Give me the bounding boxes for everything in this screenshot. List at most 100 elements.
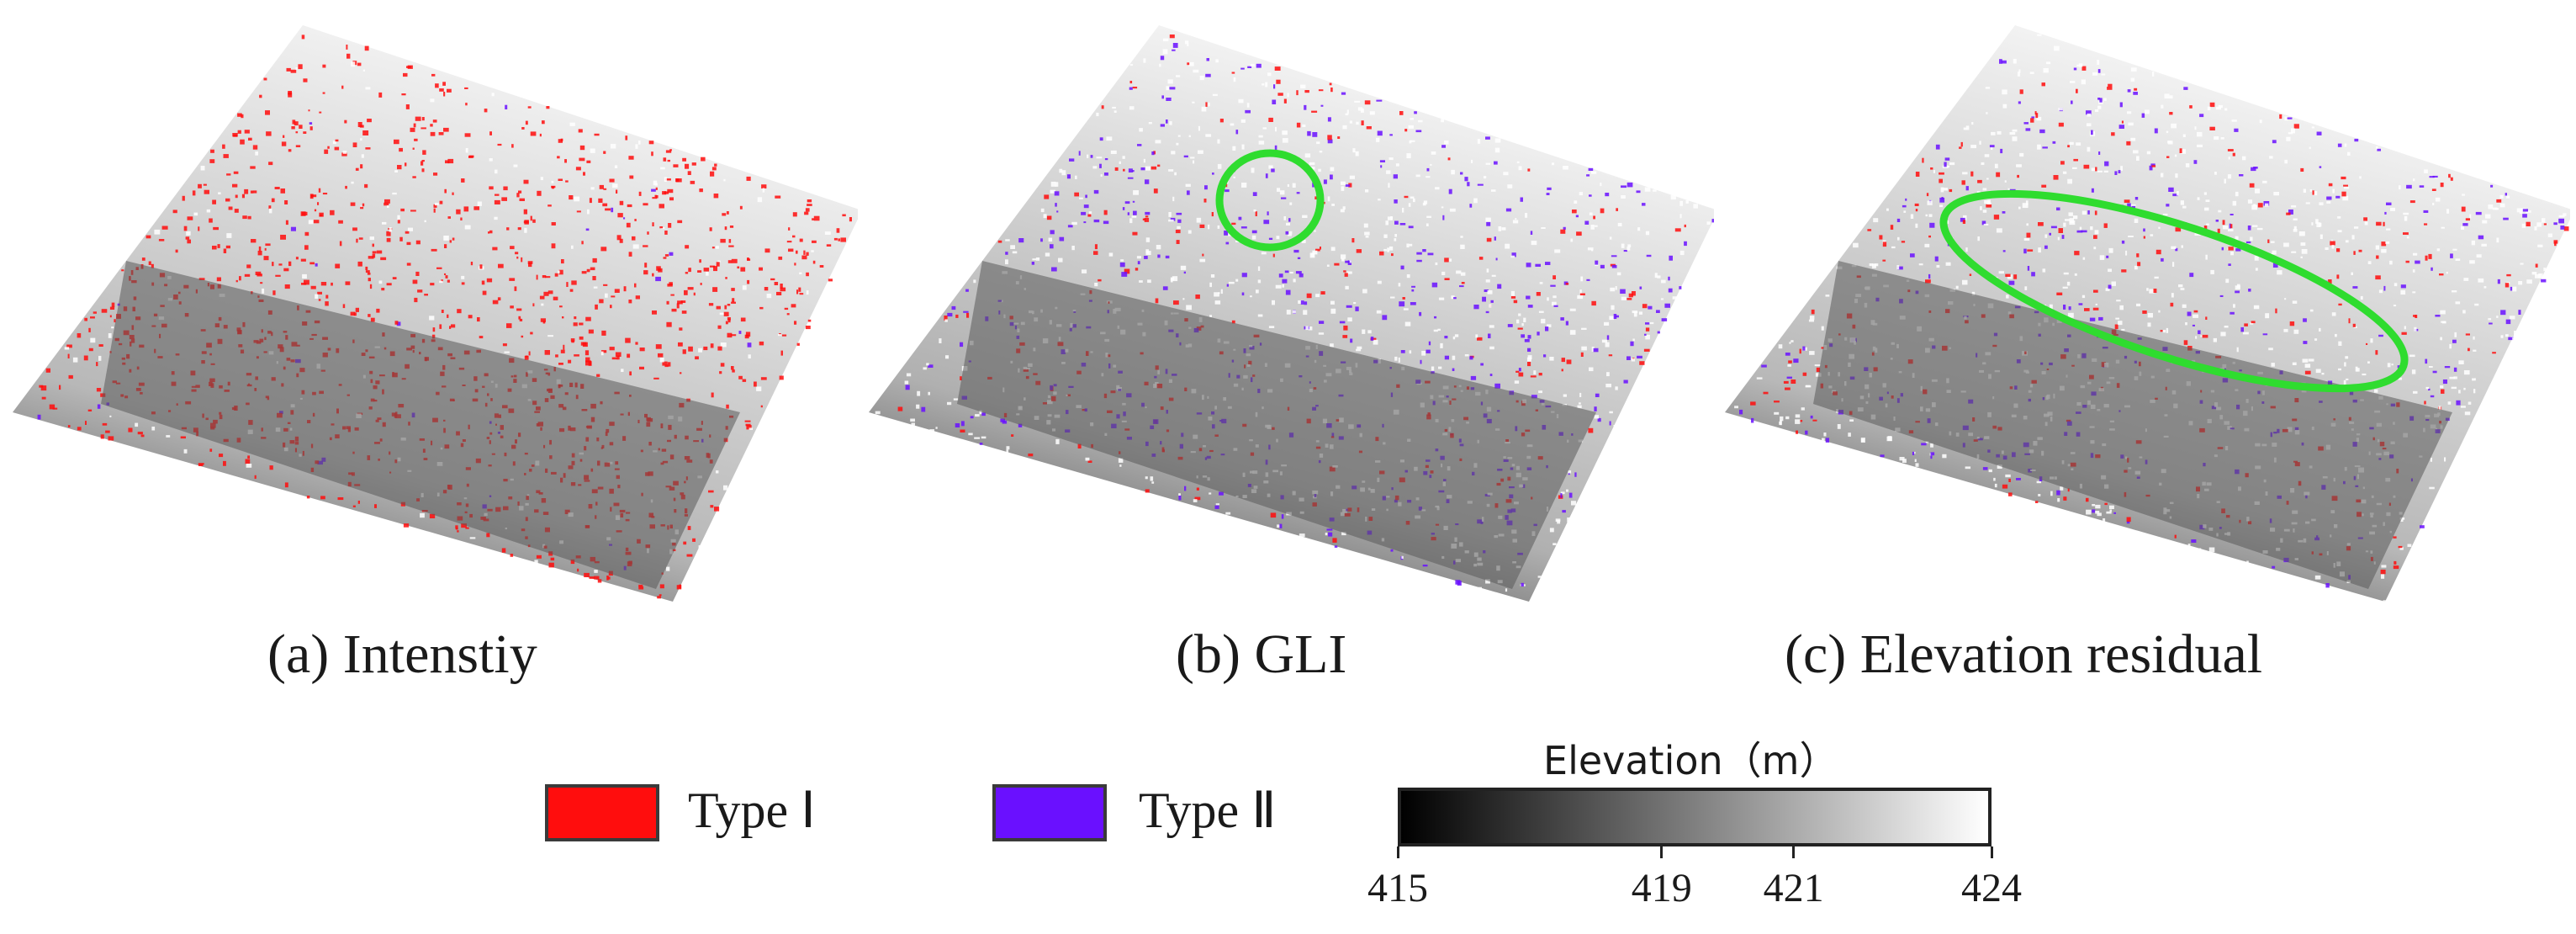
point-speck [1365, 236, 1369, 238]
point-speck [2300, 256, 2303, 258]
point-speck [2175, 173, 2178, 178]
point-speck [2136, 156, 2140, 161]
point-speck [1639, 361, 1645, 365]
point-speck [498, 263, 504, 268]
point-speck [695, 356, 699, 360]
point-speck [1330, 174, 1333, 180]
point-speck [241, 114, 244, 119]
point-speck [1674, 228, 1681, 232]
point-speck [1657, 275, 1661, 279]
point-speck [905, 385, 910, 390]
point-speck [2351, 235, 2355, 240]
point-speck [357, 261, 362, 267]
point-speck [1045, 252, 1050, 257]
point-speck [1711, 219, 1714, 223]
point-speck [2228, 157, 2230, 160]
point-speck [2215, 106, 2221, 110]
point-speck [2535, 263, 2538, 268]
point-speck [565, 180, 569, 183]
point-speck [1668, 288, 1673, 293]
point-speck [1426, 176, 1431, 178]
point-speck [2429, 176, 2435, 178]
point-speck [960, 376, 962, 380]
point-speck [616, 189, 618, 194]
point-speck [709, 265, 715, 268]
point-speck [198, 464, 204, 466]
point-speck [2109, 505, 2114, 509]
point-speck [709, 227, 712, 231]
point-speck [464, 87, 468, 89]
point-speck [558, 270, 560, 273]
point-speck [1800, 420, 1803, 422]
point-speck [1936, 265, 1940, 268]
point-speck [1515, 218, 1517, 220]
point-speck [1319, 321, 1325, 324]
panel-elevation-residual [1712, 8, 2570, 623]
point-speck [2182, 304, 2187, 308]
point-speck [1231, 320, 1235, 324]
point-speck [1090, 155, 1093, 158]
point-speck [663, 157, 667, 162]
point-speck [441, 279, 443, 282]
point-speck [2336, 274, 2340, 279]
point-speck [659, 226, 664, 229]
point-speck [228, 206, 233, 210]
point-speck [2143, 236, 2145, 239]
point-speck [1605, 342, 1610, 348]
point-speck [225, 245, 230, 249]
point-speck [2352, 323, 2356, 327]
point-speck [519, 198, 525, 201]
point-speck [1231, 72, 1235, 74]
point-speck [372, 251, 377, 254]
point-speck [1563, 226, 1566, 230]
point-speck [203, 183, 207, 186]
point-speck [1183, 155, 1188, 158]
point-speck [491, 93, 495, 97]
point-speck [542, 275, 547, 279]
point-speck [2106, 511, 2112, 514]
point-speck [1653, 189, 1657, 192]
point-speck [1430, 163, 1432, 166]
point-speck [1452, 336, 1456, 340]
point-speck [286, 67, 291, 72]
point-speck [1241, 292, 1245, 296]
point-speck [1505, 243, 1510, 249]
point-speck [2058, 108, 2063, 111]
point-speck [352, 505, 356, 507]
point-speck [1287, 93, 1289, 98]
point-speck [1286, 222, 1290, 226]
point-speck [1949, 188, 1953, 193]
point-speck [381, 288, 385, 291]
point-speck [1791, 340, 1794, 342]
point-speck [1169, 87, 1176, 90]
point-speck [515, 252, 519, 255]
point-speck [960, 421, 965, 427]
point-speck [2383, 221, 2385, 226]
point-speck [2341, 191, 2346, 197]
point-speck [1304, 104, 1307, 110]
point-speck [1399, 301, 1405, 307]
point-speck [1314, 230, 1316, 232]
point-speck [651, 188, 656, 192]
point-speck [1145, 166, 1151, 171]
point-speck [1233, 176, 1235, 178]
point-speck [2378, 289, 2383, 294]
point-speck [1094, 244, 1098, 250]
point-speck [1273, 84, 1276, 89]
point-speck [1330, 247, 1336, 252]
point-speck [447, 88, 452, 93]
point-speck [1600, 264, 1605, 268]
point-speck [346, 53, 351, 59]
point-speck [2473, 349, 2477, 352]
point-speck [1406, 153, 1411, 159]
point-speck [1526, 263, 1531, 268]
point-speck [1459, 285, 1464, 288]
point-speck [2506, 195, 2510, 199]
point-speck [114, 319, 116, 323]
point-speck [625, 337, 631, 343]
point-speck [67, 353, 70, 358]
point-speck [257, 251, 262, 256]
point-speck [2435, 197, 2441, 202]
point-speck [494, 199, 500, 204]
point-speck [713, 194, 719, 199]
